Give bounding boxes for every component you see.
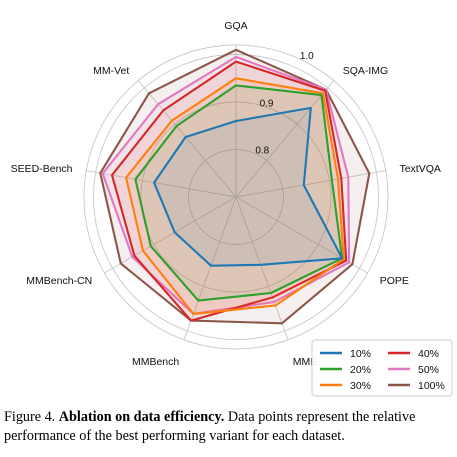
axis-label-0: GQA — [224, 20, 247, 32]
axis-label-1: SQA-IMG — [343, 65, 389, 77]
axis-label-8: MM-Vet — [93, 65, 129, 77]
legend-label-3: 40% — [418, 348, 439, 360]
radar-chart: 0.80.91.0GQASQA-IMGTextVQAPOPEMMEMMBench… — [0, 0, 457, 400]
axis-label-3: POPE — [380, 275, 409, 287]
axis-label-5: MMBench — [132, 356, 179, 368]
legend-label-2: 30% — [350, 380, 371, 392]
figure-caption: Figure 4. Ablation on data efficiency. D… — [4, 408, 453, 446]
legend-label-1: 20% — [350, 364, 371, 376]
caption-bold-title: Ablation on data efficiency. — [59, 409, 225, 425]
legend: 10% 20% 30% 40% 50% 100% — [312, 340, 452, 396]
radial-tick-label-1: 0.9 — [260, 98, 274, 109]
axis-label-6: MMBench-CN — [26, 275, 92, 287]
radial-tick-label-0: 0.8 — [255, 146, 269, 157]
legend-label-0: 10% — [350, 348, 371, 360]
axis-label-7: SEED-Bench — [11, 163, 73, 175]
legend-label-4: 50% — [418, 364, 439, 376]
axis-label-2: TextVQA — [399, 163, 440, 175]
legend-label-5: 100% — [418, 380, 445, 392]
radial-tick-label-2: 1.0 — [300, 51, 314, 62]
caption-figure-label: Figure 4. — [4, 409, 55, 425]
